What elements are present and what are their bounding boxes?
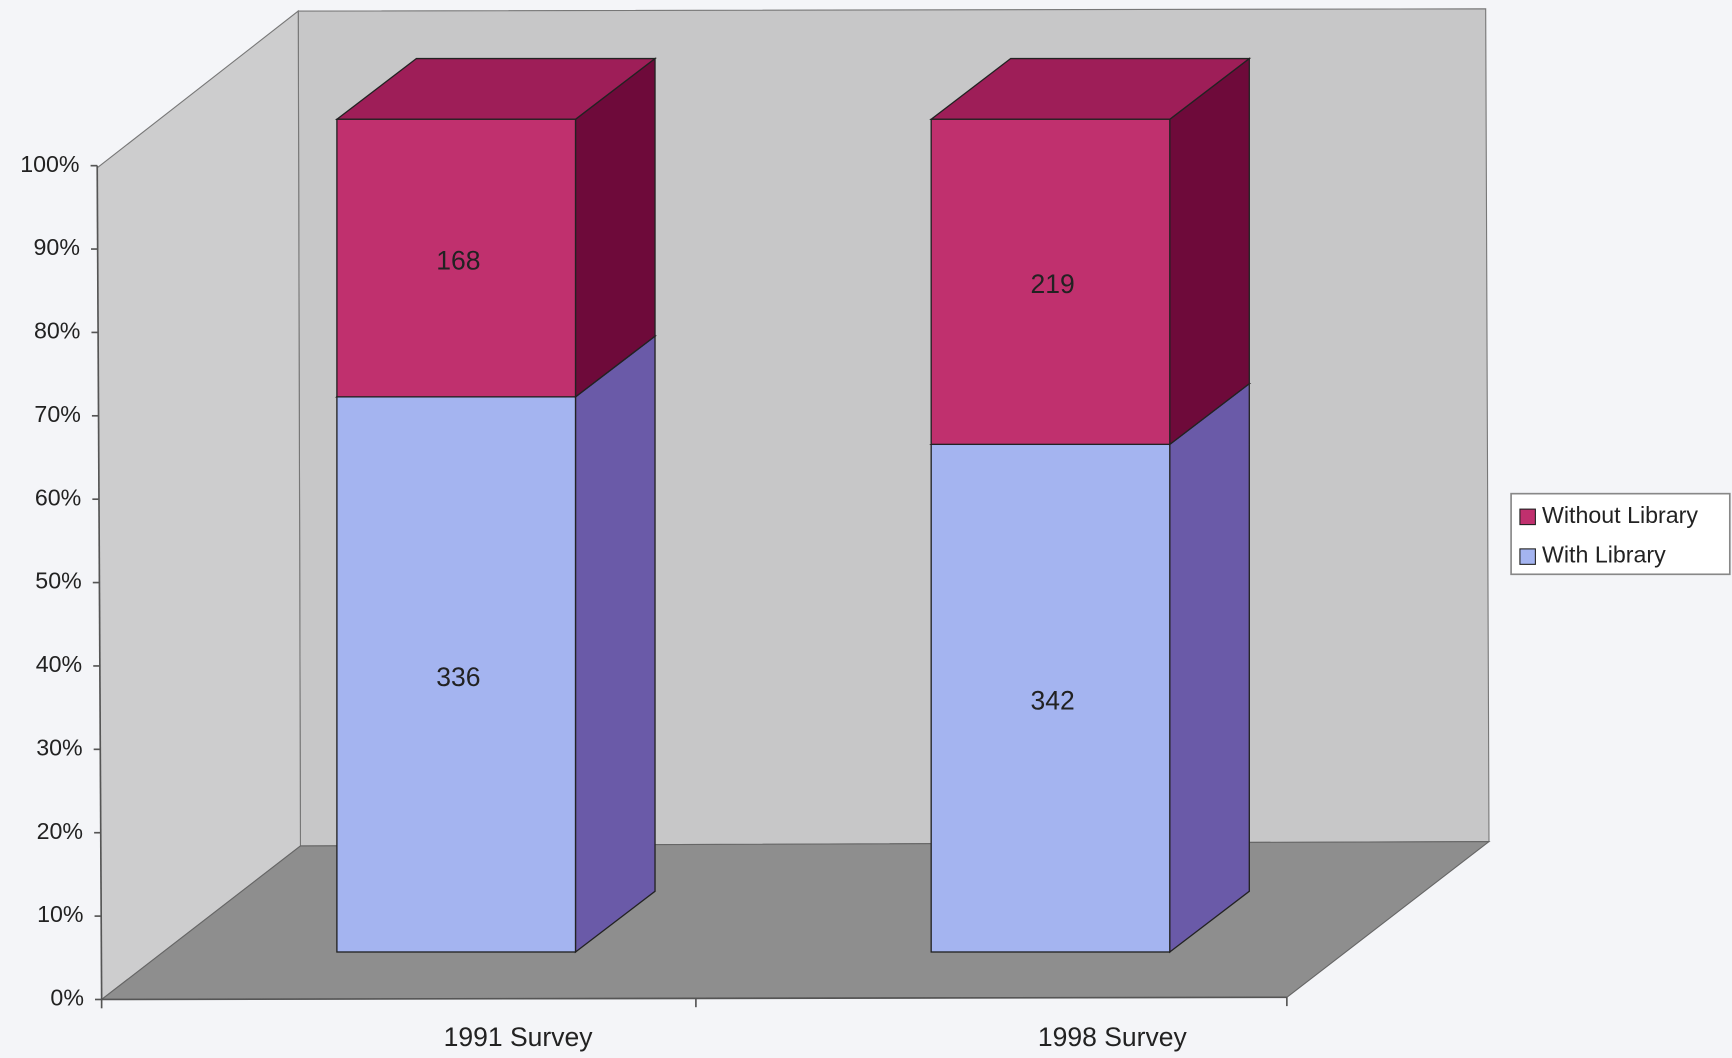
side-wall xyxy=(96,9,302,1001)
bar-side xyxy=(1169,382,1250,954)
x-tick-label: 1991 Survey xyxy=(444,1022,594,1052)
x-tick-label: 1998 Survey xyxy=(1038,1022,1188,1052)
y-tick-label: 90% xyxy=(34,234,80,260)
bar xyxy=(336,396,577,953)
x-axis xyxy=(101,996,1287,1001)
legend xyxy=(1510,492,1731,576)
floor xyxy=(100,840,1491,1001)
data-label: 336 xyxy=(436,662,480,692)
bar-side xyxy=(574,334,656,954)
y-tick-label: 10% xyxy=(37,901,83,927)
legend-label: With Library xyxy=(1542,542,1666,568)
y-tick-label: 80% xyxy=(34,318,80,344)
bar xyxy=(930,443,1171,953)
y-tick-label: 50% xyxy=(35,568,81,594)
legend-label: Without Library xyxy=(1542,502,1698,528)
plot-area: 0% 10% 20% 30% 40% 50% 60% 70% 80% 90% 100% 336 168 1… xyxy=(20,8,1731,1052)
bar-side xyxy=(1169,57,1250,446)
data-label: 219 xyxy=(1031,269,1075,299)
y-tick-label: 60% xyxy=(35,484,81,510)
y-tick-label: 70% xyxy=(34,401,80,427)
data-label: 342 xyxy=(1031,686,1075,716)
bar xyxy=(930,118,1171,446)
y-tick-label: 100% xyxy=(20,151,79,177)
legend-swatch xyxy=(1519,508,1536,526)
y-tick-label: 40% xyxy=(36,651,82,677)
data-label: 168 xyxy=(436,245,480,275)
y-tick-label: 0% xyxy=(50,985,84,1011)
bar xyxy=(336,118,577,398)
y-tick-label: 30% xyxy=(36,734,82,760)
legend-swatch xyxy=(1519,548,1536,565)
y-tick-label: 20% xyxy=(37,818,83,844)
